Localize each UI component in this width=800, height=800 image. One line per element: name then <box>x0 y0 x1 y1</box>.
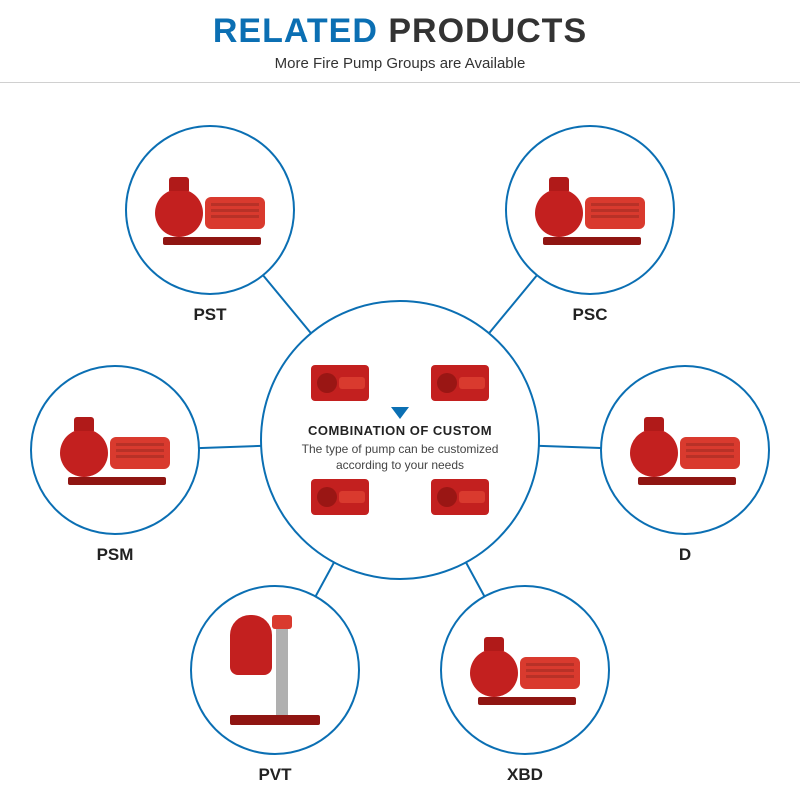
product-node-pvt[interactable] <box>190 585 360 755</box>
pump-icon <box>230 615 320 725</box>
header: RELATED PRODUCTS More Fire Pump Groups a… <box>0 0 800 83</box>
pump-icon <box>311 479 369 515</box>
product-label: PSM <box>30 545 200 565</box>
center-thumbnails <box>282 479 518 515</box>
center-desc: The type of pump can be customized accor… <box>300 441 500 473</box>
pump-icon <box>311 365 369 401</box>
divider <box>0 82 800 83</box>
product-label: PVT <box>190 765 360 785</box>
title-rest: PRODUCTS <box>378 12 587 50</box>
product-label: D <box>600 545 770 565</box>
pump-icon <box>431 365 489 401</box>
product-node-psm[interactable] <box>30 365 200 535</box>
center-thumbnails <box>282 365 518 401</box>
product-node-psc[interactable] <box>505 125 675 295</box>
product-node-pst[interactable] <box>125 125 295 295</box>
diagram-canvas: COMBINATION OF CUSTOM The type of pump c… <box>0 90 800 790</box>
chevron-down-icon <box>391 407 409 419</box>
pump-icon <box>60 415 170 485</box>
title-highlight: RELATED <box>213 12 378 50</box>
product-node-d[interactable] <box>600 365 770 535</box>
pump-icon <box>155 175 265 245</box>
pump-icon <box>535 175 645 245</box>
product-label: PSC <box>505 305 675 325</box>
page-title: RELATED PRODUCTS <box>0 12 800 51</box>
pump-icon <box>470 635 580 705</box>
center-title: COMBINATION OF CUSTOM <box>308 423 492 438</box>
pump-icon <box>431 479 489 515</box>
product-label: PST <box>125 305 295 325</box>
center-hub: COMBINATION OF CUSTOM The type of pump c… <box>260 300 540 580</box>
product-label: XBD <box>440 765 610 785</box>
subtitle: More Fire Pump Groups are Available <box>0 55 800 72</box>
product-node-xbd[interactable] <box>440 585 610 755</box>
pump-icon <box>630 415 740 485</box>
